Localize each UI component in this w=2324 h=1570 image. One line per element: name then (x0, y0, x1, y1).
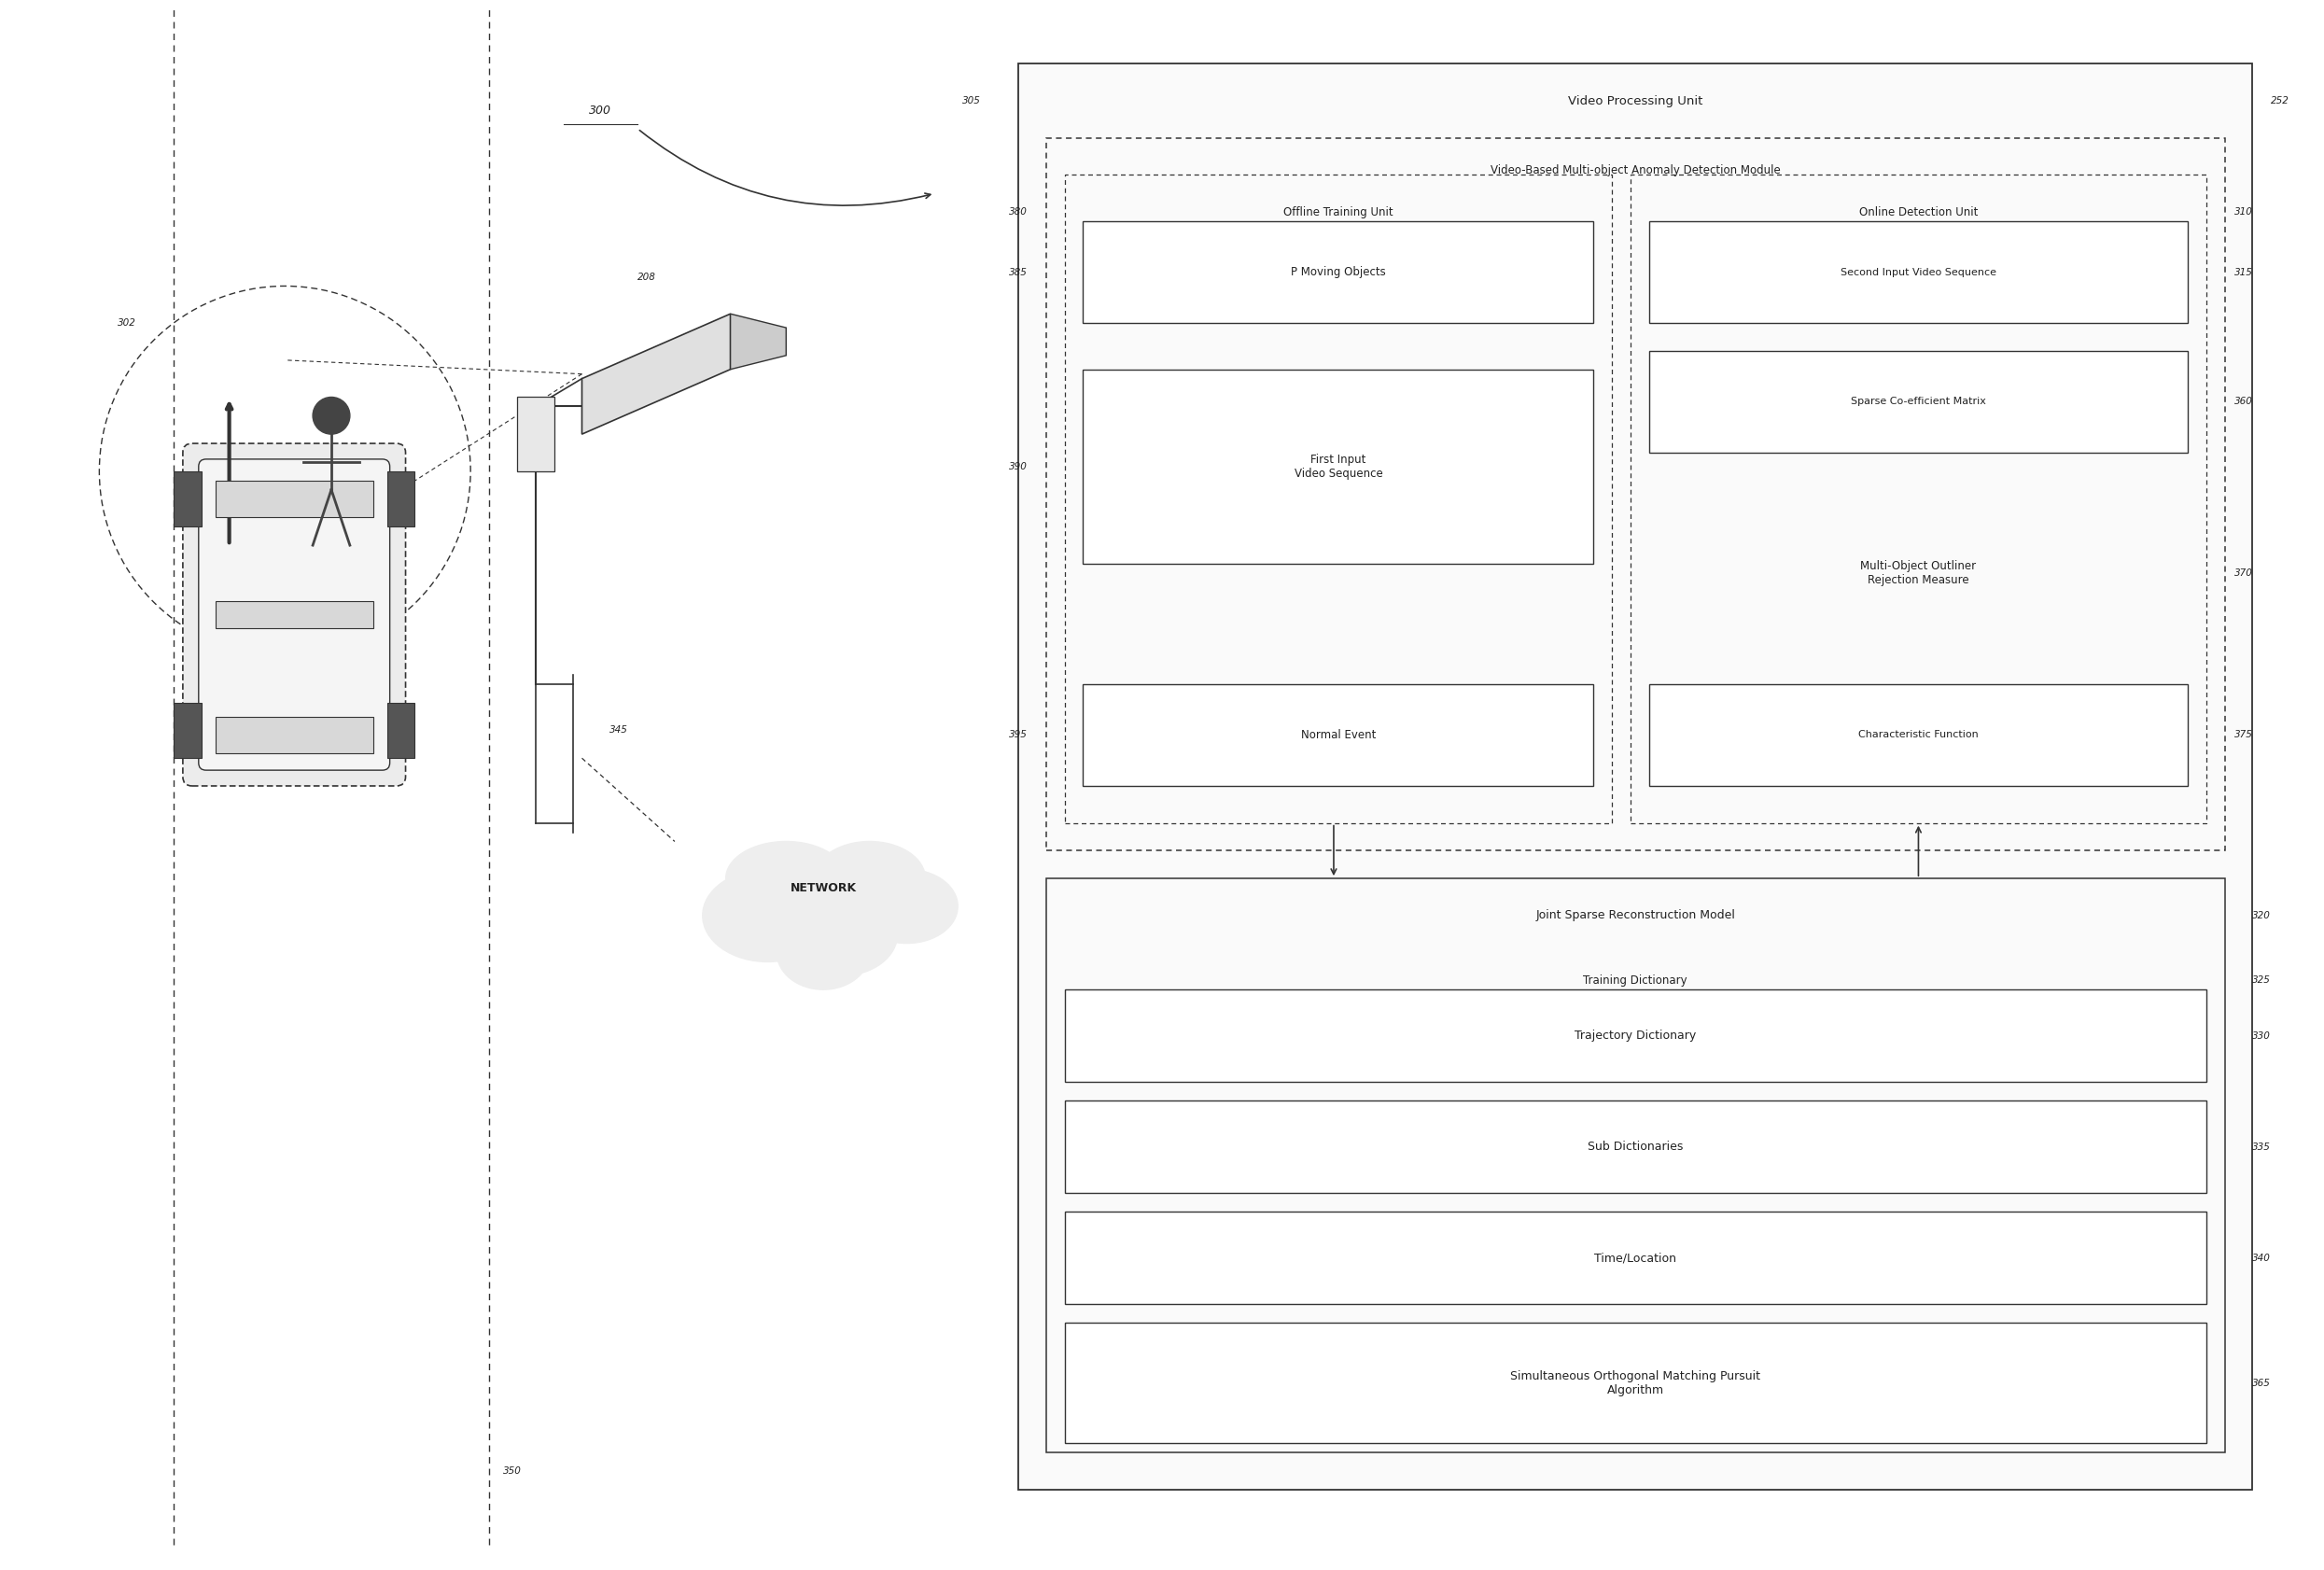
Circle shape (314, 397, 351, 435)
Text: Video Processing Unit: Video Processing Unit (1569, 94, 1703, 107)
Ellipse shape (813, 842, 925, 915)
Text: Multi-Object Outliner
Rejection Measure: Multi-Object Outliner Rejection Measure (1862, 560, 1975, 586)
Text: 325: 325 (2252, 975, 2271, 984)
Text: Video-Based Multi-object Anomaly Detection Module: Video-Based Multi-object Anomaly Detecti… (1490, 165, 1780, 176)
Text: NETWORK: NETWORK (790, 882, 858, 893)
Text: Characteristic Function: Characteristic Function (1859, 730, 1978, 739)
Bar (1018, 64, 2252, 1490)
Bar (516, 397, 553, 471)
Bar (1064, 989, 2205, 1082)
Text: 385: 385 (1009, 267, 1027, 276)
Text: Online Detection Unit: Online Detection Unit (1859, 206, 1978, 218)
Text: 335: 335 (2252, 1143, 2271, 1152)
Bar (1046, 879, 2224, 1452)
Bar (1650, 350, 2187, 452)
Bar (1083, 369, 1594, 564)
Bar (1631, 174, 2205, 823)
Bar (216, 480, 374, 518)
Text: Sub Dictionaries: Sub Dictionaries (1587, 1141, 1683, 1152)
Text: First Input
Video Sequence: First Input Video Sequence (1294, 454, 1383, 479)
Bar (174, 471, 202, 526)
Bar (216, 716, 374, 754)
FancyBboxPatch shape (184, 443, 407, 787)
Text: 252: 252 (2271, 96, 2289, 105)
Bar (1064, 1324, 2205, 1443)
Text: Simultaneous Orthogonal Matching Pursuit
Algorithm: Simultaneous Orthogonal Matching Pursuit… (1511, 1371, 1759, 1396)
Bar (1064, 1101, 2205, 1193)
Ellipse shape (776, 915, 869, 989)
Bar (1083, 685, 1594, 787)
Bar (216, 601, 374, 628)
Text: 395: 395 (1009, 730, 1027, 739)
Text: 365: 365 (2252, 1378, 2271, 1388)
Polygon shape (730, 314, 786, 369)
Text: 310: 310 (2233, 207, 2252, 217)
Ellipse shape (786, 892, 897, 975)
Text: Second Input Video Sequence: Second Input Video Sequence (1841, 267, 1996, 276)
Text: 350: 350 (502, 1466, 521, 1476)
Bar (1064, 174, 1613, 823)
Bar (1650, 221, 2187, 323)
Text: 300: 300 (590, 104, 611, 116)
Text: Normal Event: Normal Event (1301, 728, 1376, 741)
Polygon shape (581, 314, 730, 435)
Text: 390: 390 (1009, 462, 1027, 471)
Text: 208: 208 (637, 272, 655, 281)
Text: 375: 375 (2233, 730, 2252, 739)
Bar (1083, 221, 1594, 323)
Text: 320: 320 (2252, 911, 2271, 920)
Text: 380: 380 (1009, 207, 1027, 217)
Text: Time/Location: Time/Location (1594, 1251, 1676, 1264)
Bar (174, 703, 202, 758)
Text: Trajectory Dictionary: Trajectory Dictionary (1576, 1030, 1697, 1042)
Text: Joint Sparse Reconstruction Model: Joint Sparse Reconstruction Model (1536, 909, 1736, 922)
Ellipse shape (725, 842, 846, 915)
Text: Training Dictionary: Training Dictionary (1583, 975, 1687, 986)
Text: 302: 302 (119, 319, 137, 328)
Text: Offline Training Unit: Offline Training Unit (1283, 206, 1392, 218)
Text: 345: 345 (609, 725, 627, 735)
Text: 330: 330 (2252, 1031, 2271, 1041)
Text: 315: 315 (2233, 267, 2252, 276)
FancyBboxPatch shape (198, 458, 390, 771)
Text: 340: 340 (2252, 1253, 2271, 1262)
Text: Sparse Co-efficient Matrix: Sparse Co-efficient Matrix (1850, 397, 1987, 407)
Text: 370: 370 (2233, 568, 2252, 578)
Ellipse shape (702, 870, 832, 962)
Bar (1046, 138, 2224, 851)
Text: 305: 305 (962, 96, 981, 105)
Text: 360: 360 (2233, 397, 2252, 407)
Bar (1064, 1212, 2205, 1305)
Bar (388, 703, 416, 758)
Bar (1650, 685, 2187, 787)
Ellipse shape (855, 870, 957, 944)
Bar (388, 471, 416, 526)
Text: P Moving Objects: P Moving Objects (1290, 265, 1385, 278)
